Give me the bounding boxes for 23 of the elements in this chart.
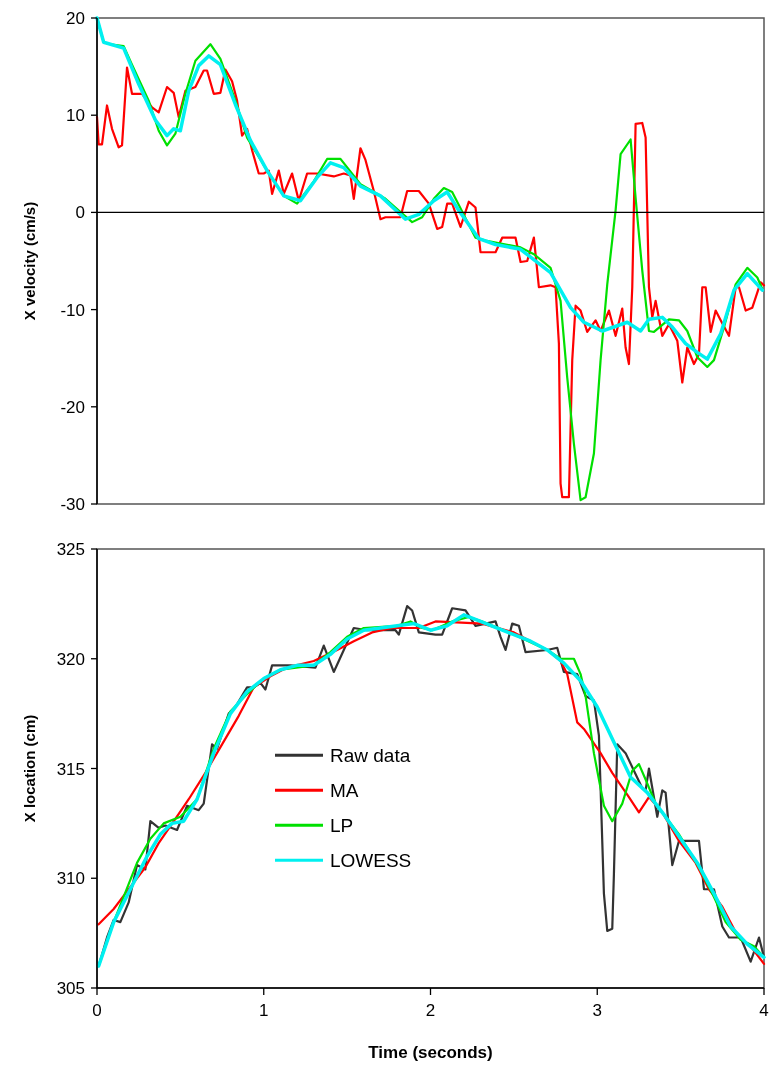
y-tick-label: -10 — [60, 300, 85, 320]
x-axis-title: Time (seconds) — [368, 1043, 493, 1062]
y-tick-label: -20 — [60, 397, 85, 417]
y-tick-label: 310 — [56, 869, 85, 889]
x-tick-label: 1 — [259, 1001, 269, 1020]
y-tick-label: 320 — [56, 649, 85, 669]
y-tick-label: 0 — [75, 203, 85, 223]
legend-label: MA — [330, 780, 359, 802]
y-axis-title: X location (cm) — [21, 714, 38, 823]
x-tick-label: 4 — [759, 1001, 769, 1020]
legend-label: LP — [330, 815, 354, 837]
legend-label: Raw data — [330, 745, 411, 767]
x-tick-label: 2 — [425, 1001, 436, 1020]
y-axis-title: X velocity (cm/s) — [21, 201, 38, 321]
y-tick-label: -30 — [60, 495, 85, 514]
y-tick-label: 305 — [56, 979, 85, 998]
y-tick-label: 325 — [56, 540, 85, 559]
y-tick-label: 20 — [66, 9, 85, 28]
y-tick-label: 315 — [56, 759, 85, 779]
x-tick-label: 3 — [592, 1001, 602, 1020]
y-tick-label: 10 — [66, 106, 85, 126]
x-tick-label: 0 — [92, 1001, 102, 1020]
legend-label: LOWESS — [330, 850, 412, 872]
